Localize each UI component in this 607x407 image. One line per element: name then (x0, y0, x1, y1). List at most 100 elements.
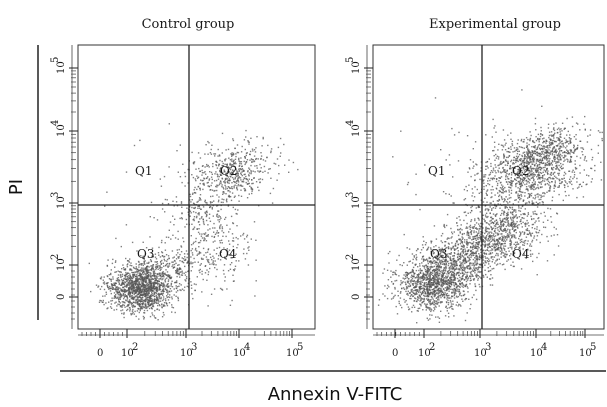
event-dot (115, 237, 117, 240)
event-dot (218, 183, 221, 186)
event-dot (427, 275, 430, 277)
event-dot (427, 281, 430, 283)
event-dot (109, 290, 112, 292)
event-dot (124, 281, 126, 283)
event-dot (475, 258, 478, 260)
event-dot (466, 252, 469, 255)
event-dot (207, 273, 209, 276)
event-dot (477, 279, 479, 281)
event-dot (248, 172, 251, 174)
event-dot (210, 153, 213, 155)
event-dot (449, 278, 451, 280)
event-dot (228, 194, 230, 197)
event-dot (144, 303, 146, 305)
event-dot (451, 242, 453, 244)
event-dot (422, 273, 424, 275)
event-dot (161, 316, 164, 318)
event-dot (231, 233, 234, 235)
event-dot (428, 295, 430, 298)
event-dot (434, 303, 437, 305)
event-dot (251, 159, 253, 161)
event-dot (142, 284, 145, 286)
event-dot (421, 244, 424, 246)
event-dot (207, 140, 209, 143)
event-dot (231, 154, 234, 156)
event-dot (485, 238, 487, 240)
event-dot (469, 283, 471, 285)
event-dot (424, 285, 426, 287)
event-dot (123, 304, 125, 307)
event-dot (496, 223, 498, 225)
event-dot (429, 309, 431, 311)
event-dot (183, 259, 186, 261)
event-dot (180, 202, 183, 204)
event-dot (126, 309, 128, 312)
event-dot (171, 298, 173, 300)
event-dot (514, 247, 516, 250)
event-dot (122, 290, 124, 293)
event-dot (436, 292, 438, 294)
event-dot (200, 239, 202, 242)
event-dot (535, 213, 538, 215)
event-dot (515, 231, 517, 234)
event-dot (392, 297, 394, 299)
event-dot (130, 303, 133, 306)
event-dot (423, 297, 426, 300)
event-dot (139, 283, 142, 285)
event-dot (153, 315, 155, 317)
event-dot (216, 214, 218, 216)
event-dot (109, 287, 111, 290)
event-dot (433, 294, 436, 296)
event-dot (448, 253, 450, 255)
event-dot (487, 209, 489, 212)
event-dot (246, 236, 248, 238)
event-dot (497, 241, 499, 243)
event-dot (476, 256, 478, 259)
event-dot (251, 179, 253, 181)
event-dot (454, 252, 456, 255)
event-dot (178, 248, 180, 251)
event-dot (124, 276, 126, 278)
event-dot (417, 290, 419, 292)
event-dot (135, 280, 137, 282)
event-dot (522, 241, 524, 244)
event-dot (223, 188, 225, 190)
event-dot (433, 307, 435, 309)
event-dot (496, 234, 499, 236)
event-dot (484, 229, 487, 231)
event-dot (154, 283, 156, 286)
event-dot (435, 238, 438, 240)
event-dot (127, 272, 129, 274)
event-dot (137, 285, 140, 287)
event-dot (199, 189, 201, 191)
event-dot (413, 255, 415, 257)
event-dot (138, 281, 141, 283)
event-dot (459, 261, 461, 263)
event-dot (494, 246, 497, 249)
event-dot (142, 302, 144, 305)
event-dot (518, 224, 520, 226)
event-dot (453, 266, 456, 268)
event-dot (169, 288, 172, 290)
event-dot (446, 289, 448, 291)
event-dot (421, 292, 423, 294)
event-dot (148, 261, 150, 264)
event-dot (207, 164, 209, 167)
event-dot (147, 303, 149, 306)
event-dot (106, 284, 109, 287)
event-dot (452, 289, 454, 291)
event-dot (506, 233, 509, 235)
event-dot (506, 237, 508, 239)
event-dot (435, 306, 437, 308)
event-dot (536, 274, 538, 276)
event-dot (167, 296, 170, 298)
event-dot (433, 265, 436, 268)
event-dot (419, 268, 421, 270)
event-dot (440, 255, 443, 257)
event-dot (109, 278, 112, 281)
event-dot (437, 262, 439, 264)
event-dot (156, 219, 159, 221)
event-dot (509, 225, 511, 227)
event-dot (131, 287, 133, 289)
event-dot (450, 252, 452, 254)
